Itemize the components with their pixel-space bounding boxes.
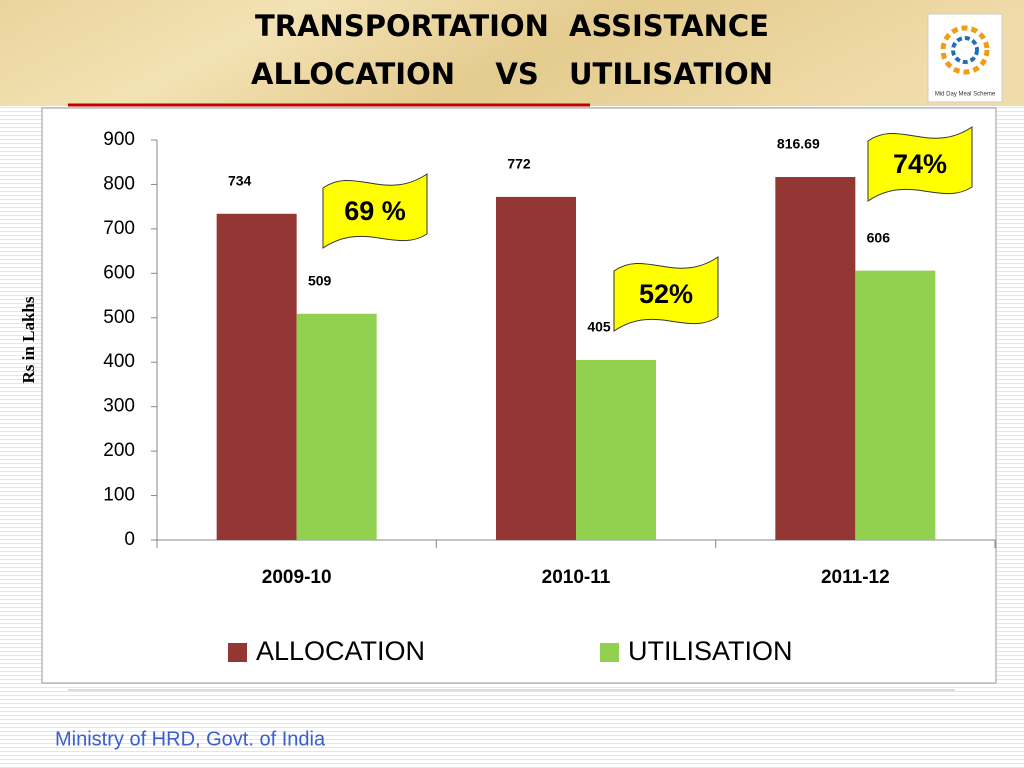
title-line: TRANSPORTATION ASSISTANCE: [255, 9, 769, 43]
legend-swatch: [600, 643, 619, 662]
annotation: 52%: [639, 279, 693, 309]
bar: [576, 360, 656, 540]
y-tick-label: 500: [103, 307, 135, 328]
footer: Ministry of HRD, Govt. of India: [55, 728, 326, 750]
bar: [296, 313, 377, 540]
bar: [496, 196, 576, 540]
x-tick-label: 2011-12: [821, 567, 890, 588]
legend-label: UTILISATION: [628, 636, 793, 666]
annotation: 74%: [893, 149, 947, 179]
bar: [775, 177, 856, 540]
y-tick-label: 100: [103, 485, 135, 506]
data-label: 509: [308, 272, 332, 288]
legend-label: ALLOCATION: [256, 636, 425, 666]
data-label: 816.69: [777, 136, 820, 152]
y-tick-label: 800: [103, 173, 135, 194]
header-band: [0, 0, 1024, 106]
y-tick-label: 900: [103, 129, 135, 150]
title-line: ALLOCATION VS UTILISATION: [251, 57, 773, 91]
logo-ring: [940, 25, 990, 75]
data-label: 772: [507, 156, 531, 172]
data-label: 606: [867, 229, 891, 245]
logo-text: Mid Day Meal Scheme: [935, 92, 996, 98]
annotation-banner: [322, 173, 428, 249]
y-tick-label: 400: [103, 351, 135, 372]
y-tick-label: 600: [103, 262, 135, 283]
annotation: 69 %: [344, 196, 406, 226]
bar: [855, 270, 936, 540]
y-axis-label: Rs in Lakhs: [19, 296, 38, 383]
y-tick-label: 200: [103, 440, 135, 461]
logo-ring: [951, 36, 979, 64]
data-label: 734: [228, 172, 252, 188]
annotation-banner: [867, 126, 973, 202]
y-tick-label: 300: [103, 396, 135, 417]
x-tick-label: 2009-10: [262, 567, 332, 588]
legend-swatch: [228, 643, 247, 662]
logo: Mid Day Meal Scheme: [927, 13, 1003, 103]
bar: [216, 213, 297, 540]
y-tick-label: 0: [124, 529, 135, 550]
y-tick-label: 700: [103, 218, 135, 239]
data-label: 405: [587, 319, 611, 335]
x-tick-label: 2010-11: [542, 567, 611, 588]
annotation-banner: [613, 256, 719, 332]
